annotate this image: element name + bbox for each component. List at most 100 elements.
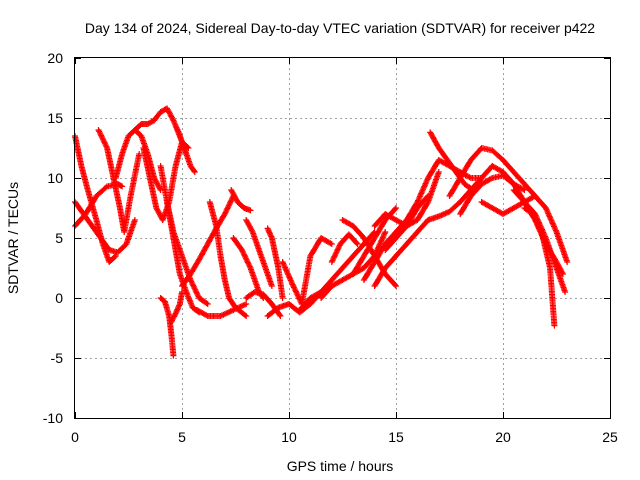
data-point-marks bbox=[339, 217, 355, 229]
data-point-marks bbox=[228, 187, 240, 204]
data-point-marks bbox=[510, 187, 527, 204]
series-track-12 bbox=[168, 289, 185, 325]
data-point-marks bbox=[296, 296, 313, 313]
data-point-marks bbox=[157, 295, 167, 304]
y-tick-label: 10 bbox=[47, 170, 63, 186]
data-point-marks bbox=[345, 231, 361, 247]
data-point-marks bbox=[121, 194, 134, 235]
data-point-marks bbox=[350, 223, 366, 240]
data-point-marks bbox=[249, 229, 262, 252]
data-point-marks bbox=[247, 265, 262, 294]
data-point-marks bbox=[328, 266, 345, 283]
data-point-marks bbox=[489, 147, 505, 162]
data-point-marks bbox=[176, 289, 185, 307]
data-point-marks bbox=[151, 175, 164, 193]
data-point-marks bbox=[187, 163, 198, 175]
data-point-marks bbox=[371, 266, 388, 289]
data-point-marks bbox=[164, 105, 176, 123]
data-point-marks bbox=[221, 277, 232, 300]
data-point-marks bbox=[553, 229, 571, 265]
series-track-2 bbox=[72, 199, 138, 256]
data-point-marks bbox=[213, 223, 224, 258]
data-point-marks bbox=[425, 169, 442, 205]
data-point-marks bbox=[243, 217, 255, 234]
data-point-marks bbox=[371, 218, 388, 241]
data-point-marks bbox=[260, 291, 274, 306]
data-point-marks bbox=[339, 271, 355, 283]
data-marks bbox=[72, 105, 571, 359]
data-point-marks bbox=[194, 307, 210, 319]
series-track-24 bbox=[296, 229, 378, 313]
data-point-marks bbox=[241, 205, 254, 214]
series-track-10 bbox=[164, 199, 203, 316]
x-tick-label: 20 bbox=[495, 429, 511, 445]
data-point-marks bbox=[414, 217, 432, 235]
axis-ticks bbox=[75, 58, 611, 419]
data-point-marks bbox=[382, 230, 398, 247]
data-point-marks bbox=[275, 265, 286, 301]
data-point-marks bbox=[467, 182, 484, 199]
data-point-marks bbox=[187, 257, 202, 277]
x-tick-label: 10 bbox=[281, 429, 297, 445]
data-point-marks bbox=[382, 211, 398, 223]
data-point-marks bbox=[217, 307, 235, 319]
y-tick-label: 15 bbox=[47, 110, 63, 126]
data-point-marks bbox=[82, 194, 99, 217]
data-point-marks bbox=[179, 272, 193, 289]
data-point-marks bbox=[403, 217, 420, 229]
data-point-marks bbox=[114, 242, 129, 256]
data-point-marks bbox=[95, 127, 110, 150]
series-track-40 bbox=[521, 205, 558, 329]
series-track-29 bbox=[371, 217, 432, 289]
data-point-marks bbox=[382, 254, 398, 271]
series-track-13 bbox=[179, 193, 237, 289]
series-track-27 bbox=[350, 205, 399, 277]
y-tick-labels: -10 -5 0 5 10 15 20 bbox=[43, 50, 63, 426]
data-point-marks bbox=[427, 129, 442, 150]
x-tick-label: 15 bbox=[388, 429, 404, 445]
data-point-marks bbox=[161, 298, 172, 318]
y-axis-label: SDTVAR / TECUs bbox=[5, 182, 21, 294]
data-point-marks bbox=[234, 199, 246, 210]
series-track-28 bbox=[360, 217, 410, 283]
data-point-marks bbox=[444, 157, 459, 174]
data-point-marks bbox=[256, 247, 268, 270]
series-track-23 bbox=[328, 231, 361, 265]
data-point-marks bbox=[151, 110, 163, 124]
data-point-marks bbox=[78, 163, 91, 192]
series-track-18 bbox=[243, 289, 284, 319]
data-point-marks bbox=[435, 145, 450, 162]
data-point-marks bbox=[467, 176, 484, 193]
data-point-marks bbox=[328, 242, 343, 265]
x-tick-label: 0 bbox=[71, 429, 79, 445]
data-point-marks bbox=[183, 289, 196, 310]
data-point-marks bbox=[360, 254, 377, 271]
data-point-marks bbox=[217, 253, 228, 282]
data-point-marks bbox=[371, 242, 388, 265]
data-point-marks bbox=[350, 242, 366, 259]
data-point-marks bbox=[393, 242, 409, 259]
data-point-marks bbox=[168, 223, 179, 252]
data-point-marks bbox=[144, 118, 156, 127]
data-point-marks bbox=[446, 176, 463, 199]
series-track-32 bbox=[403, 157, 485, 223]
series-track-16 bbox=[228, 187, 254, 214]
y-tick-label: 20 bbox=[47, 50, 63, 66]
x-tick-label: 5 bbox=[178, 429, 186, 445]
data-point-marks bbox=[542, 205, 559, 234]
series-track-37 bbox=[478, 193, 539, 217]
data-point-marks bbox=[446, 200, 462, 215]
data-point-marks bbox=[478, 175, 494, 187]
data-point-marks bbox=[230, 301, 250, 313]
y-tick-label: 0 bbox=[55, 290, 63, 306]
data-point-marks bbox=[521, 205, 535, 217]
data-point-marks bbox=[264, 305, 281, 319]
y-tick-label: 5 bbox=[55, 230, 63, 246]
series-track-19 bbox=[243, 217, 275, 289]
data-point-marks bbox=[382, 236, 398, 253]
data-point-marks bbox=[196, 242, 210, 263]
data-point-marks bbox=[350, 254, 367, 277]
y-tick-label: -5 bbox=[51, 350, 64, 366]
data-point-marks bbox=[457, 188, 473, 205]
